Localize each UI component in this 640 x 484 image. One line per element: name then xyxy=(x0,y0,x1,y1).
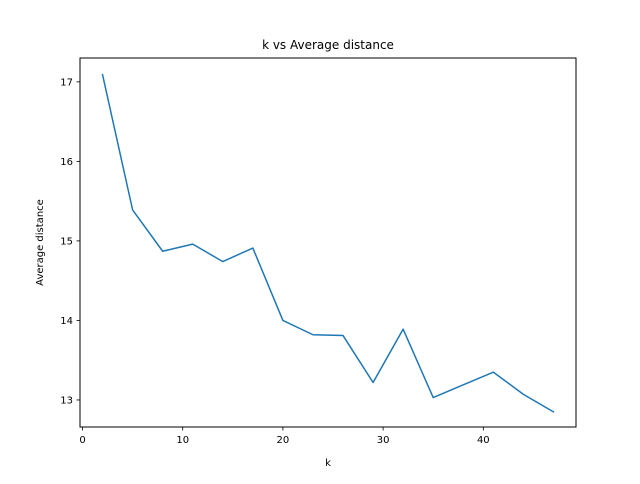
x-tick-label: 0 xyxy=(79,435,85,446)
x-tick-label: 30 xyxy=(377,435,390,446)
x-tick-label: 20 xyxy=(277,435,290,446)
plot-frame xyxy=(79,57,577,428)
y-tick-label: 14 xyxy=(60,316,73,327)
y-tick-label: 16 xyxy=(60,157,73,168)
y-tick-label: 13 xyxy=(60,395,73,406)
x-axis-ticks: 0 10 20 30 40 xyxy=(79,427,490,446)
chart-title: k vs Average distance xyxy=(262,38,394,52)
series-line xyxy=(101,73,555,413)
plot-area xyxy=(101,73,555,413)
x-tick-label: 40 xyxy=(477,435,490,446)
y-axis-label: Average distance xyxy=(35,199,46,286)
x-axis-label: k xyxy=(325,458,331,469)
x-tick-label: 10 xyxy=(176,435,189,446)
y-tick-label: 17 xyxy=(60,77,73,88)
y-tick-label: 15 xyxy=(60,236,73,247)
y-axis-ticks: 13 14 15 16 17 xyxy=(60,77,80,406)
